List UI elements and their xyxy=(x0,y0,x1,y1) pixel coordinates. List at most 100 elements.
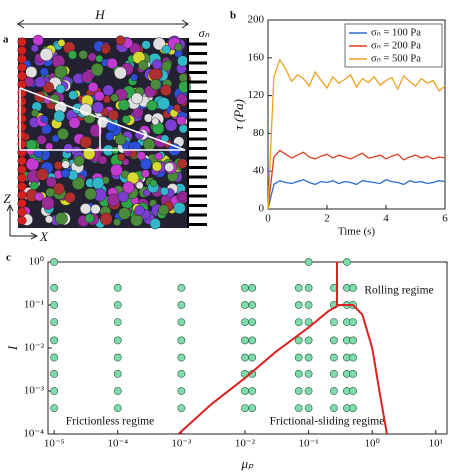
y-tick-label: 160 xyxy=(248,51,265,63)
y-tick-label: 80 xyxy=(253,127,265,139)
data-point xyxy=(329,353,338,362)
y-axis-label: I xyxy=(5,345,20,351)
grain xyxy=(53,161,63,170)
grain xyxy=(174,43,183,52)
data-line xyxy=(267,58,446,210)
grain xyxy=(110,93,119,103)
grain xyxy=(33,148,43,159)
data-point xyxy=(241,404,249,413)
wall-grain xyxy=(17,215,27,225)
wall-grain xyxy=(17,79,27,89)
data-point xyxy=(241,387,249,395)
grain xyxy=(177,55,189,67)
grain xyxy=(123,148,132,157)
data-point xyxy=(50,353,59,362)
grain xyxy=(161,61,172,72)
axis-x-label: X xyxy=(39,229,49,244)
grain xyxy=(161,45,171,55)
data-point xyxy=(248,353,257,362)
grain xyxy=(44,215,54,224)
grain xyxy=(91,176,105,190)
y-tick-label: 200 xyxy=(248,14,265,26)
grain xyxy=(106,57,118,69)
grain xyxy=(79,136,93,149)
data-point xyxy=(241,301,249,309)
data-point xyxy=(241,353,249,362)
grain xyxy=(160,186,169,196)
x-tick-label: 10⁻¹ xyxy=(299,438,319,450)
x-tick-label: 0 xyxy=(265,213,271,225)
wall-grain xyxy=(17,113,27,123)
data-point xyxy=(349,283,357,292)
wall-grain xyxy=(17,105,27,115)
data-point xyxy=(50,301,59,309)
grain xyxy=(160,84,172,97)
data-point xyxy=(248,318,257,327)
annotation: Frictionless regime xyxy=(66,416,154,428)
data-point xyxy=(113,353,122,362)
data-point xyxy=(113,369,122,378)
grain xyxy=(141,169,150,178)
data-point xyxy=(304,258,313,266)
data-point xyxy=(113,404,122,413)
grain xyxy=(53,110,66,122)
grain xyxy=(81,71,94,83)
data-point xyxy=(177,301,186,309)
axis-z-label: Z xyxy=(3,191,11,206)
data-point xyxy=(349,353,357,362)
grain xyxy=(113,218,121,227)
data-point xyxy=(241,283,249,292)
grain xyxy=(178,192,187,202)
data-point xyxy=(177,336,186,345)
plot-frame xyxy=(267,19,446,210)
data-point xyxy=(177,318,186,327)
data-point xyxy=(304,387,313,395)
wall-grain xyxy=(17,71,27,81)
grain xyxy=(105,131,115,141)
grain xyxy=(73,155,85,167)
grain xyxy=(130,213,143,227)
grain xyxy=(25,66,38,79)
wall-grain xyxy=(17,46,27,56)
x-tick-label: 10¹ xyxy=(429,438,443,450)
data-point xyxy=(329,318,338,327)
grain xyxy=(178,124,188,134)
x-tick-label: 10⁰ xyxy=(364,438,380,450)
data-point xyxy=(177,283,186,292)
wall-grain xyxy=(17,139,27,149)
data-point xyxy=(248,301,257,309)
grain xyxy=(131,92,143,105)
y-axis-label: τ (Pa) xyxy=(231,99,246,130)
width-label: H xyxy=(94,7,105,22)
grain xyxy=(141,40,151,50)
grain xyxy=(114,133,127,146)
guide-line xyxy=(19,87,186,151)
data-point xyxy=(177,404,186,413)
data-line xyxy=(177,304,388,435)
legend-entry: σₙ = 200 Pa xyxy=(371,40,421,51)
data-point xyxy=(248,283,257,292)
grain xyxy=(151,117,160,126)
wall-grain xyxy=(17,181,27,191)
grain xyxy=(122,181,135,194)
grain xyxy=(134,205,145,216)
wall-grain xyxy=(17,54,27,64)
grain xyxy=(135,181,144,190)
data-point xyxy=(177,353,186,362)
grain xyxy=(121,158,130,166)
grain xyxy=(152,37,166,51)
data-point xyxy=(113,318,122,327)
data-point xyxy=(248,404,257,413)
grain xyxy=(68,50,78,60)
grain xyxy=(36,168,49,181)
grain xyxy=(150,78,162,90)
grain xyxy=(40,115,49,124)
data-point xyxy=(329,404,338,413)
annotation: Rolling regime xyxy=(364,285,433,297)
y-tick-label: 10⁻³ xyxy=(24,385,45,397)
panel-label: c xyxy=(6,252,11,264)
grain xyxy=(42,81,55,94)
data-point xyxy=(294,353,303,362)
x-tick-label: 10⁻³ xyxy=(171,438,192,450)
grain xyxy=(57,128,69,140)
